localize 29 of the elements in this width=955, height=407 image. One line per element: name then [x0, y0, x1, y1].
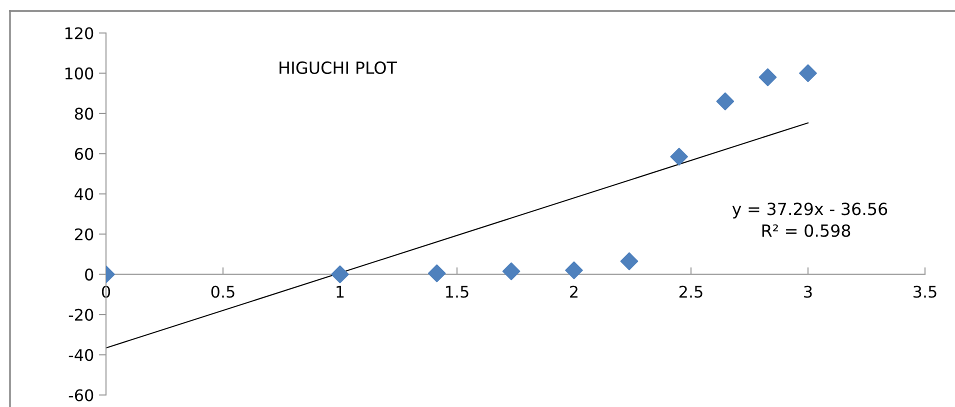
x-tick-label: 3.5 [914, 286, 936, 298]
point [716, 92, 734, 110]
y-tick-label: 60 [74, 148, 94, 160]
y-tick-label: 100 [65, 67, 94, 80]
point [670, 148, 688, 166]
y-tick-label: 40 [74, 188, 94, 200]
y-tick-label: -20 [68, 308, 94, 321]
x-tick-label: 2 [570, 286, 578, 298]
point [758, 68, 777, 86]
point [428, 264, 446, 282]
y-tick-label: 0 [85, 268, 94, 281]
point [620, 252, 638, 270]
y-tick-label: -60 [68, 389, 94, 402]
x-tick-label: 1 [336, 286, 344, 298]
x-tick-label: 1.5 [446, 286, 468, 298]
y-tick-label: 120 [65, 27, 94, 40]
y-tick-label: -40 [68, 348, 94, 362]
annotation: y = 37.29x - 36.56 [732, 202, 888, 218]
point [502, 262, 520, 280]
x-tick-label: 0.5 [211, 286, 234, 298]
point [565, 261, 583, 280]
y-tick-label: 80 [74, 108, 94, 120]
x-tick-label: 2.5 [679, 286, 702, 298]
point [331, 265, 349, 284]
annotation: R² = 0.598 [762, 224, 850, 237]
x-tick-label: 3 [804, 286, 812, 298]
point [799, 64, 817, 82]
y-tick-label: 20 [75, 228, 94, 240]
text: HIGUCHI PLOT [280, 61, 398, 74]
